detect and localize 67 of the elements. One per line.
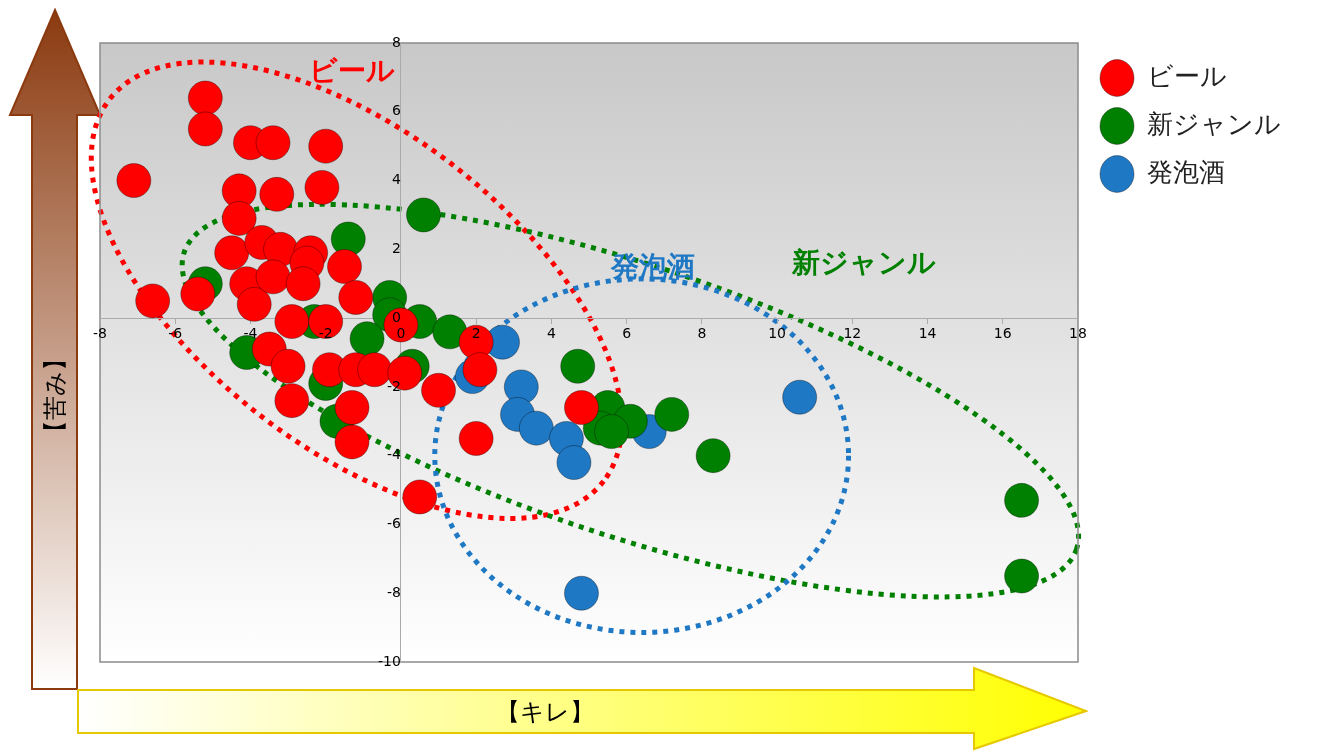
y-tick-label: 6: [392, 102, 401, 119]
x-tick-label: -8: [93, 325, 107, 342]
point: [334, 424, 370, 460]
point: [560, 348, 596, 384]
point: [782, 379, 818, 415]
y-tick-label: 2: [392, 239, 401, 256]
x-tick-label: 6: [622, 325, 632, 342]
point: [116, 163, 152, 199]
point: [338, 279, 374, 315]
point: [1004, 482, 1040, 518]
point: [255, 125, 291, 161]
point: [327, 249, 362, 285]
legend-label: ビール: [1147, 60, 1227, 91]
x-tick-label: 18: [1069, 325, 1087, 342]
point: [402, 479, 438, 515]
y-tick-label: -10: [378, 652, 401, 669]
y-tick-label: -8: [386, 583, 401, 600]
point: [421, 372, 457, 408]
y-tick-label: 8: [392, 33, 401, 50]
point: [518, 410, 554, 446]
point: [285, 266, 321, 302]
point: [458, 420, 494, 456]
annotation: 新ジャンル: [791, 245, 936, 282]
x-tick-label: -6: [168, 325, 183, 342]
y-tick-label: 4: [392, 171, 401, 188]
x-tick-label: 10: [768, 325, 786, 342]
x-axis-title: 【キレ】: [496, 697, 594, 728]
point: [274, 304, 310, 340]
point: [187, 111, 223, 147]
point: [135, 283, 171, 319]
x-tick-label: 14: [918, 325, 937, 342]
point: [255, 259, 291, 295]
point: [695, 438, 731, 474]
point: [214, 235, 250, 271]
legend-label: 発泡酒: [1147, 156, 1225, 187]
point: [270, 348, 306, 384]
point: [563, 575, 599, 611]
x-tick-label: 16: [993, 325, 1012, 342]
point: [405, 197, 441, 233]
point: [334, 390, 370, 426]
point: [462, 352, 498, 388]
point: [274, 383, 310, 419]
legend-label: 新ジャンル: [1147, 108, 1281, 139]
point: [563, 390, 599, 426]
x-tick-label: 2: [471, 325, 481, 342]
x-tick-label: 4: [546, 325, 556, 342]
point: [432, 314, 468, 350]
point: [349, 321, 385, 357]
point: [180, 276, 216, 312]
point: [308, 128, 344, 164]
point: [654, 396, 690, 432]
x-tick-label: 12: [843, 325, 862, 342]
point: [236, 286, 272, 322]
point: [556, 445, 592, 481]
x-tick-label: 8: [697, 325, 707, 342]
point: [221, 200, 257, 236]
y-tick-label: 0: [392, 308, 401, 325]
point: [594, 414, 630, 450]
point: [259, 176, 295, 212]
point: [187, 80, 223, 116]
y-axis-title: 【苦み】: [40, 346, 70, 444]
point: [1004, 558, 1040, 594]
annotation: ビール: [309, 52, 396, 89]
x-tick-label: -2: [318, 325, 333, 342]
y-tick-label: -6: [386, 515, 402, 532]
y-tick-label: -4: [386, 446, 402, 463]
point: [304, 169, 340, 205]
